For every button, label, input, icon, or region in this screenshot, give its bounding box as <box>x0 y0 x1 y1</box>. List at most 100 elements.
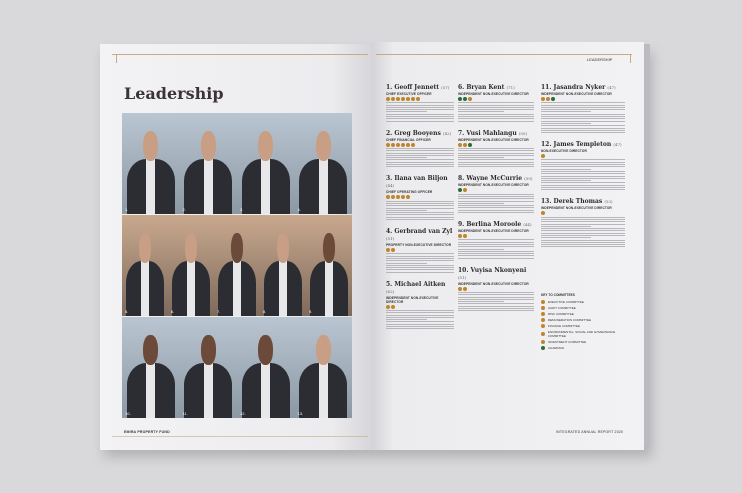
portrait-photo: 6. <box>168 215 214 316</box>
director-role: CHIEF FINANCIAL OFFICER <box>386 137 431 142</box>
committee-label: EXECUTIVE COMMITTEE <box>548 300 584 304</box>
committee-key-item: AUDIT COMMITTEE <box>541 306 631 310</box>
bio-text-line <box>458 250 534 252</box>
bio-text-line <box>458 308 534 310</box>
committee-icon <box>416 97 420 101</box>
bio-text-line <box>386 111 427 113</box>
director-role: INDEPENDENT NON-EXECUTIVE DIRECTOR <box>458 137 529 142</box>
director-age: (71) <box>506 85 515 90</box>
bio-text-line <box>386 314 454 316</box>
photo-number: 2. <box>182 207 186 212</box>
committee-icon <box>391 142 395 147</box>
committee-icon <box>391 304 395 309</box>
bio-text-line <box>541 230 625 232</box>
committee-icon <box>391 195 395 200</box>
bio-text-line <box>458 118 534 120</box>
bio-text-line <box>458 291 534 293</box>
committee-icon <box>391 97 395 101</box>
director-name: 11. Jasandra Nyker (47) <box>541 84 616 91</box>
photo-grid: 1. 2. 3. 4. 5. 6. 7. 8. 9. 10. 11. 12. 13. <box>122 113 352 418</box>
photo-number: 3. <box>240 207 244 212</box>
bio-text-line <box>541 159 625 161</box>
bio-text-line <box>386 328 454 330</box>
director-entry: 5. Michael Aitken (62) INDEPENDENT NON-EX… <box>386 281 454 330</box>
committee-dots <box>541 154 625 159</box>
director-entry: 6. Bryan Kent (71) INDEPENDENT NON-EXECUT… <box>458 84 534 122</box>
bio-text-line <box>386 309 454 311</box>
bio-text-line <box>458 111 504 113</box>
director-name: 10. Vuyisa Nkonyeni (51) <box>458 266 527 280</box>
bio-text-line <box>386 164 454 166</box>
director-age: (51) <box>386 236 395 242</box>
photo-number: 12. <box>240 411 246 416</box>
committee-icon <box>541 318 545 322</box>
director-name: 6. Bryan Kent (71) <box>458 84 515 91</box>
committee-icon <box>541 332 545 336</box>
committee-label: REMUNERATION COMMITTEE <box>548 318 591 322</box>
portrait-photo: 2. <box>179 113 237 214</box>
committee-icon <box>463 188 467 193</box>
bio-text-line <box>541 120 625 122</box>
committee-dots <box>386 248 454 253</box>
bio-text-line <box>386 216 454 218</box>
photo-row: 10. 11. 12. 13. <box>122 317 352 418</box>
committee-icon <box>406 97 410 101</box>
page-title: Leadership <box>124 84 224 103</box>
bio-text-line <box>541 122 592 124</box>
bio-text-line <box>541 118 625 120</box>
bio-text-line <box>541 109 625 111</box>
committee-key-item: RISK COMMITTEE <box>541 312 631 316</box>
committee-dots <box>541 97 625 101</box>
bio-text-line <box>386 264 454 266</box>
committee-icon <box>391 248 395 253</box>
bio-text-line <box>386 147 454 149</box>
bio-text-line <box>386 154 454 156</box>
bio-text-line <box>386 267 454 269</box>
photo-number: 6. <box>171 309 175 314</box>
committee-icon <box>396 142 400 147</box>
portrait-photo: 5. <box>122 215 168 316</box>
bio-text-line <box>541 228 625 230</box>
director-name: 13. Derek Thomas (53) <box>541 198 613 206</box>
bio-text-line <box>386 260 454 262</box>
bio-text-line <box>541 127 625 129</box>
committee-dots <box>386 195 454 200</box>
photo-number: 7. <box>217 309 221 314</box>
bio-text-line <box>386 166 454 168</box>
committee-key-item: FINANCE COMMITTEE <box>541 324 631 328</box>
director-name: 3. Ilana van Biljon (44) <box>386 175 448 189</box>
director-name: 9. Berlina Moroole (44) <box>458 221 532 229</box>
bio-text-line <box>541 175 625 177</box>
committee-dots <box>386 142 454 147</box>
bio-column-3: 11. Jasandra Nyker (47) INDEPENDENT NON-E… <box>541 84 625 255</box>
director-age: (50) <box>518 130 528 136</box>
photo-number: 10. <box>125 411 131 416</box>
director-entry: 11. Jasandra Nyker (47) INDEPENDENT NON-E… <box>541 84 625 134</box>
bio-text-line <box>541 104 625 106</box>
committee-label: AUDIT COMMITTEE <box>548 306 576 310</box>
committee-icon <box>458 286 462 291</box>
bio-text-line <box>386 219 454 221</box>
bio-text-line <box>541 239 625 241</box>
director-entry: 3. Ilana van Biljon (44) CHIEF OPERATING … <box>386 175 454 221</box>
committee-icon <box>541 306 545 310</box>
director-name: 5. Michael Aitken (62) <box>386 280 446 294</box>
committee-dots <box>458 286 534 291</box>
bio-text-line <box>541 129 625 131</box>
bio-text-line <box>541 223 625 225</box>
bio-text-line <box>541 164 625 166</box>
committee-label: FINANCE COMMITTEE <box>548 324 580 328</box>
committee-icon <box>401 195 405 200</box>
bio-column-1: 1. Geoff Jennett (57) CHIEF EXECUTIVE OFF… <box>386 84 454 337</box>
bio-text-line <box>541 111 592 113</box>
bio-text-line <box>541 177 625 179</box>
bio-text-line <box>541 237 592 239</box>
committee-key-title: KEY TO COMMITTEES <box>541 293 575 297</box>
bio-text-line <box>386 120 454 122</box>
director-entry: 2. Greg Booyens (42) CHIEF FINANCIAL OFFI… <box>386 130 454 168</box>
bio-text-line <box>458 303 534 305</box>
director-name: 7. Vusi Mahlangu (50) <box>458 129 528 137</box>
committee-icon <box>386 304 390 309</box>
bio-text-line <box>386 106 454 108</box>
bio-text-line <box>458 116 534 118</box>
